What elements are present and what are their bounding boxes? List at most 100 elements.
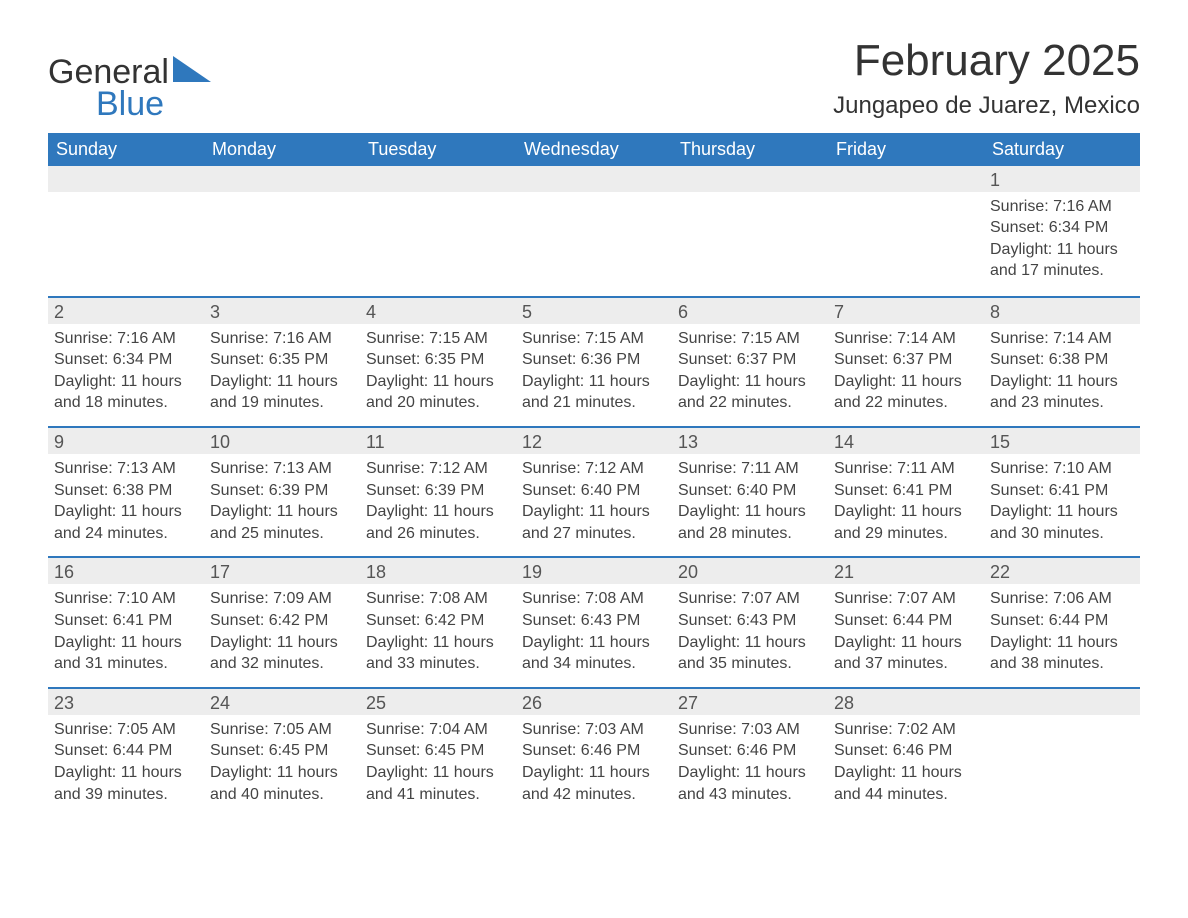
day-cell bbox=[984, 689, 1140, 817]
day-number: 8 bbox=[984, 298, 1140, 324]
weekday-header: Monday bbox=[204, 133, 360, 166]
day-number: 18 bbox=[360, 558, 516, 584]
day-body: Sunrise: 7:13 AMSunset: 6:38 PMDaylight:… bbox=[48, 454, 204, 556]
day-day1: Daylight: 11 hours bbox=[366, 632, 510, 654]
day-sunrise: Sunrise: 7:12 AM bbox=[366, 458, 510, 480]
day-body: Sunrise: 7:15 AMSunset: 6:36 PMDaylight:… bbox=[516, 324, 672, 426]
day-number: 4 bbox=[360, 298, 516, 324]
day-day1: Daylight: 11 hours bbox=[522, 632, 666, 654]
week-row: 9Sunrise: 7:13 AMSunset: 6:38 PMDaylight… bbox=[48, 426, 1140, 556]
day-sunset: Sunset: 6:42 PM bbox=[366, 610, 510, 632]
day-day2: and 41 minutes. bbox=[366, 784, 510, 806]
day-body: Sunrise: 7:08 AMSunset: 6:42 PMDaylight:… bbox=[360, 584, 516, 686]
day-number: 22 bbox=[984, 558, 1140, 584]
day-cell: 26Sunrise: 7:03 AMSunset: 6:46 PMDayligh… bbox=[516, 689, 672, 817]
day-day1: Daylight: 11 hours bbox=[366, 501, 510, 523]
day-sunset: Sunset: 6:35 PM bbox=[366, 349, 510, 371]
day-body: Sunrise: 7:16 AMSunset: 6:34 PMDaylight:… bbox=[984, 192, 1140, 294]
day-number: 25 bbox=[360, 689, 516, 715]
day-sunrise: Sunrise: 7:08 AM bbox=[522, 588, 666, 610]
day-cell: 19Sunrise: 7:08 AMSunset: 6:43 PMDayligh… bbox=[516, 558, 672, 686]
day-number: 10 bbox=[204, 428, 360, 454]
day-cell: 5Sunrise: 7:15 AMSunset: 6:36 PMDaylight… bbox=[516, 298, 672, 426]
brand-logo: General Blue bbox=[48, 56, 211, 121]
week-row: 2Sunrise: 7:16 AMSunset: 6:34 PMDaylight… bbox=[48, 296, 1140, 426]
day-cell: 7Sunrise: 7:14 AMSunset: 6:37 PMDaylight… bbox=[828, 298, 984, 426]
day-sunset: Sunset: 6:40 PM bbox=[522, 480, 666, 502]
day-day2: and 22 minutes. bbox=[834, 392, 978, 414]
day-sunrise: Sunrise: 7:11 AM bbox=[834, 458, 978, 480]
day-day2: and 33 minutes. bbox=[366, 653, 510, 675]
day-number: 16 bbox=[48, 558, 204, 584]
day-day1: Daylight: 11 hours bbox=[210, 632, 354, 654]
day-sunset: Sunset: 6:40 PM bbox=[678, 480, 822, 502]
day-body: Sunrise: 7:16 AMSunset: 6:35 PMDaylight:… bbox=[204, 324, 360, 426]
day-day2: and 29 minutes. bbox=[834, 523, 978, 545]
day-sunrise: Sunrise: 7:03 AM bbox=[678, 719, 822, 741]
day-cell: 2Sunrise: 7:16 AMSunset: 6:34 PMDaylight… bbox=[48, 298, 204, 426]
day-number: 2 bbox=[48, 298, 204, 324]
day-sunset: Sunset: 6:41 PM bbox=[834, 480, 978, 502]
day-day1: Daylight: 11 hours bbox=[54, 632, 198, 654]
week-row: 23Sunrise: 7:05 AMSunset: 6:44 PMDayligh… bbox=[48, 687, 1140, 817]
location-label: Jungapeo de Juarez, Mexico bbox=[833, 92, 1140, 120]
day-day1: Daylight: 11 hours bbox=[54, 762, 198, 784]
day-cell: 16Sunrise: 7:10 AMSunset: 6:41 PMDayligh… bbox=[48, 558, 204, 686]
day-cell: 25Sunrise: 7:04 AMSunset: 6:45 PMDayligh… bbox=[360, 689, 516, 817]
day-day2: and 17 minutes. bbox=[990, 260, 1134, 282]
day-body: Sunrise: 7:03 AMSunset: 6:46 PMDaylight:… bbox=[516, 715, 672, 817]
week-row: 1Sunrise: 7:16 AMSunset: 6:34 PMDaylight… bbox=[48, 166, 1140, 296]
day-sunset: Sunset: 6:45 PM bbox=[366, 740, 510, 762]
day-body: Sunrise: 7:11 AMSunset: 6:40 PMDaylight:… bbox=[672, 454, 828, 556]
day-day1: Daylight: 11 hours bbox=[522, 501, 666, 523]
day-number bbox=[984, 689, 1140, 715]
day-number: 21 bbox=[828, 558, 984, 584]
weekday-header: Wednesday bbox=[516, 133, 672, 166]
day-number bbox=[516, 166, 672, 192]
day-body: Sunrise: 7:14 AMSunset: 6:37 PMDaylight:… bbox=[828, 324, 984, 426]
day-number: 23 bbox=[48, 689, 204, 715]
day-sunrise: Sunrise: 7:16 AM bbox=[990, 196, 1134, 218]
day-sunrise: Sunrise: 7:15 AM bbox=[678, 328, 822, 350]
day-number: 17 bbox=[204, 558, 360, 584]
day-sunset: Sunset: 6:44 PM bbox=[990, 610, 1134, 632]
day-sunset: Sunset: 6:39 PM bbox=[366, 480, 510, 502]
day-number: 26 bbox=[516, 689, 672, 715]
day-sunset: Sunset: 6:46 PM bbox=[834, 740, 978, 762]
day-day2: and 30 minutes. bbox=[990, 523, 1134, 545]
day-day1: Daylight: 11 hours bbox=[210, 371, 354, 393]
day-cell: 21Sunrise: 7:07 AMSunset: 6:44 PMDayligh… bbox=[828, 558, 984, 686]
day-cell: 18Sunrise: 7:08 AMSunset: 6:42 PMDayligh… bbox=[360, 558, 516, 686]
day-body bbox=[360, 192, 516, 208]
day-cell: 28Sunrise: 7:02 AMSunset: 6:46 PMDayligh… bbox=[828, 689, 984, 817]
day-sunrise: Sunrise: 7:05 AM bbox=[54, 719, 198, 741]
day-day1: Daylight: 11 hours bbox=[366, 762, 510, 784]
day-sunrise: Sunrise: 7:15 AM bbox=[522, 328, 666, 350]
day-number: 28 bbox=[828, 689, 984, 715]
weekday-header: Friday bbox=[828, 133, 984, 166]
day-cell: 22Sunrise: 7:06 AMSunset: 6:44 PMDayligh… bbox=[984, 558, 1140, 686]
day-cell: 11Sunrise: 7:12 AMSunset: 6:39 PMDayligh… bbox=[360, 428, 516, 556]
day-number: 1 bbox=[984, 166, 1140, 192]
weekday-header: Sunday bbox=[48, 133, 204, 166]
weekday-header: Saturday bbox=[984, 133, 1140, 166]
day-number: 12 bbox=[516, 428, 672, 454]
day-day2: and 20 minutes. bbox=[366, 392, 510, 414]
day-body: Sunrise: 7:06 AMSunset: 6:44 PMDaylight:… bbox=[984, 584, 1140, 686]
day-sunset: Sunset: 6:46 PM bbox=[678, 740, 822, 762]
day-body bbox=[672, 192, 828, 208]
day-cell: 14Sunrise: 7:11 AMSunset: 6:41 PMDayligh… bbox=[828, 428, 984, 556]
day-day1: Daylight: 11 hours bbox=[834, 632, 978, 654]
day-day1: Daylight: 11 hours bbox=[210, 762, 354, 784]
day-day1: Daylight: 11 hours bbox=[678, 762, 822, 784]
day-sunset: Sunset: 6:41 PM bbox=[990, 480, 1134, 502]
day-sunset: Sunset: 6:45 PM bbox=[210, 740, 354, 762]
day-cell: 24Sunrise: 7:05 AMSunset: 6:45 PMDayligh… bbox=[204, 689, 360, 817]
day-sunrise: Sunrise: 7:11 AM bbox=[678, 458, 822, 480]
day-sunrise: Sunrise: 7:15 AM bbox=[366, 328, 510, 350]
day-day2: and 18 minutes. bbox=[54, 392, 198, 414]
day-day1: Daylight: 11 hours bbox=[990, 371, 1134, 393]
day-cell: 1Sunrise: 7:16 AMSunset: 6:34 PMDaylight… bbox=[984, 166, 1140, 296]
day-day2: and 19 minutes. bbox=[210, 392, 354, 414]
day-number bbox=[828, 166, 984, 192]
